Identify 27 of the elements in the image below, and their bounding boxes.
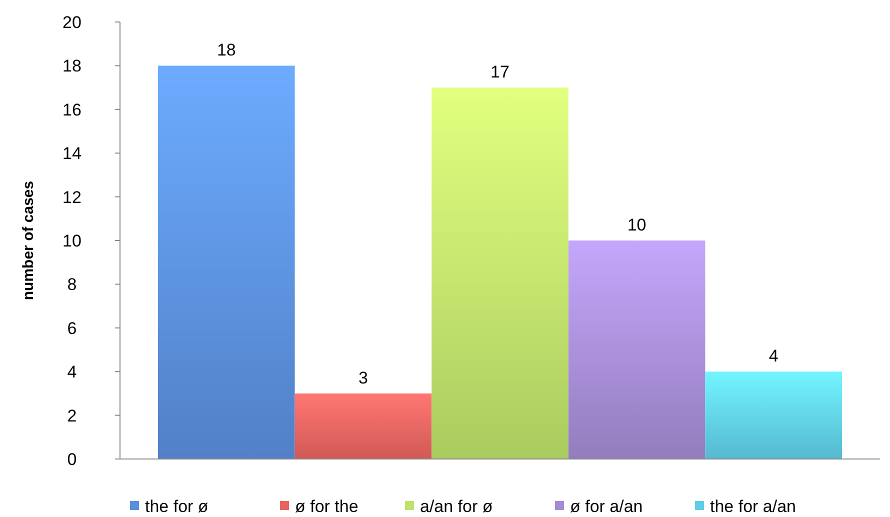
- y-tick-label: 20: [62, 12, 82, 32]
- legend-label: ø for a/an: [570, 496, 643, 516]
- y-tick-label: 6: [67, 318, 77, 338]
- legend-label: the for ø: [145, 496, 208, 516]
- bar: [705, 372, 842, 459]
- data-label: 4: [768, 346, 778, 366]
- bar: [294, 393, 432, 459]
- bar: [568, 240, 706, 459]
- y-tick-label: 12: [62, 188, 82, 207]
- y-tick-label: 2: [67, 406, 77, 426]
- bar: [158, 66, 295, 459]
- legend-label: the for a/an: [710, 496, 796, 516]
- data-label: 10: [627, 216, 646, 234]
- data-label: 18: [216, 40, 236, 60]
- data-label: 3: [358, 368, 368, 388]
- legend-label: a/an for ø: [420, 496, 493, 516]
- y-tick-label: 16: [62, 100, 82, 120]
- legend-label: ø for the: [295, 496, 358, 516]
- y-tick-label: 10: [62, 231, 82, 250]
- y-tick-label: 0: [67, 450, 77, 469]
- data-label: 17: [490, 62, 510, 82]
- y-tick-label: 8: [67, 275, 77, 294]
- y-tick-label: 14: [62, 144, 82, 164]
- y-tick-label: 4: [67, 362, 77, 382]
- bar: [432, 88, 568, 459]
- y-axis-title: number of cases: [20, 180, 37, 300]
- y-tick-label: 18: [62, 56, 82, 76]
